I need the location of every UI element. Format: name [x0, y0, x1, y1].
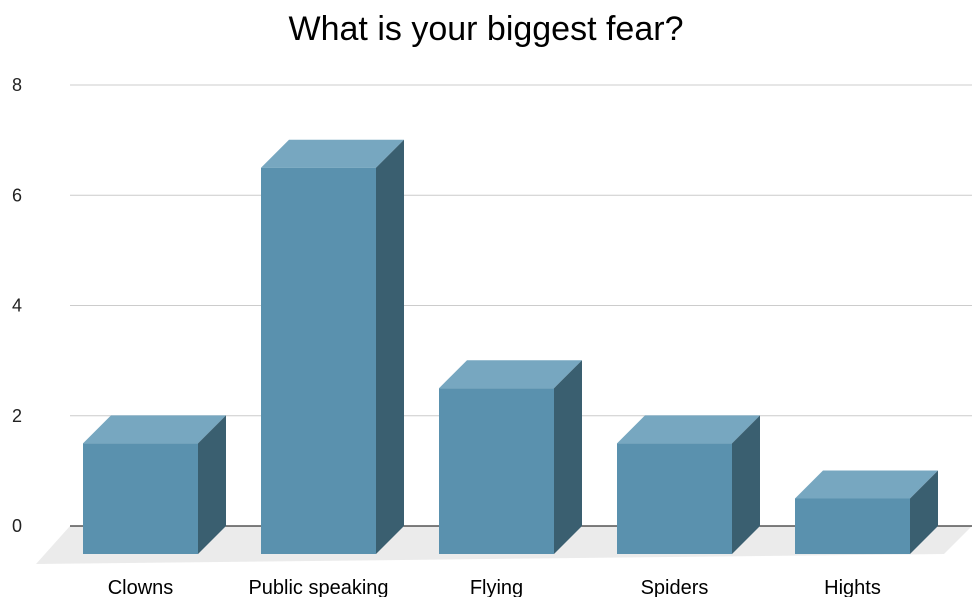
x-category-label: Clowns [108, 577, 174, 597]
x-category-label: Flying [470, 577, 523, 597]
y-tick-label: 6 [12, 185, 22, 205]
y-tick-label: 0 [12, 516, 22, 536]
bar-front [439, 388, 554, 554]
y-tick-label: 8 [12, 75, 22, 95]
bar-side [376, 139, 404, 554]
bar-top [261, 139, 404, 168]
bar-top [617, 415, 760, 444]
bar [439, 360, 582, 554]
y-tick-label: 2 [12, 406, 22, 426]
bar [617, 415, 760, 554]
bar-side [554, 360, 582, 554]
chart-title: What is your biggest fear? [288, 10, 684, 48]
bar-front [617, 443, 732, 554]
bar-top [439, 360, 582, 389]
bar-side [910, 470, 938, 554]
bar [83, 415, 226, 554]
bar-top [83, 415, 226, 444]
bar-front [795, 498, 910, 554]
bar [795, 470, 938, 554]
x-category-label: Hights [824, 577, 881, 597]
bar-front [261, 167, 376, 554]
x-category-label: Public speaking [248, 577, 388, 597]
y-tick-label: 4 [12, 296, 22, 316]
bar-side [732, 415, 760, 554]
bar-front [83, 443, 198, 554]
bar-top [795, 470, 938, 499]
x-category-label: Spiders [641, 577, 709, 597]
bar-side [198, 415, 226, 554]
bar [261, 139, 404, 554]
